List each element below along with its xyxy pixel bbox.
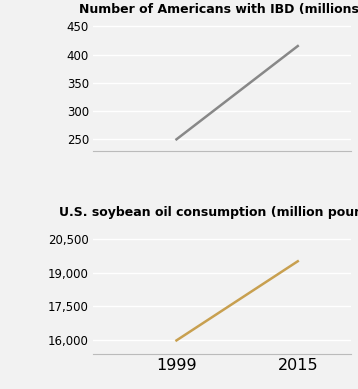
Title: U.S. soybean oil consumption (million pounds): U.S. soybean oil consumption (million po… (59, 206, 358, 219)
Title: Number of Americans with IBD (millions): Number of Americans with IBD (millions) (79, 2, 358, 16)
